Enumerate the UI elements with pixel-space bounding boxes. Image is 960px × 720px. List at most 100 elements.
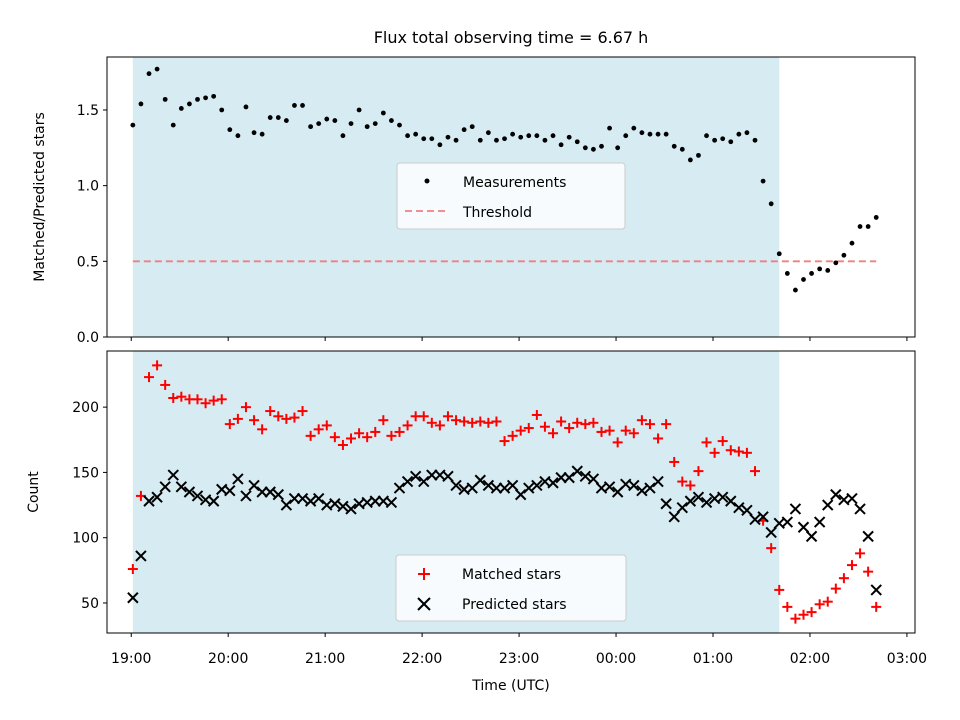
measurement-point [251,130,257,136]
predicted-star-marker-b [846,492,858,505]
matched-star-point [378,415,389,426]
predicted-star-point [741,504,753,516]
predicted-star-point [813,516,826,528]
matched-star-point [208,395,219,406]
measurement-point [227,127,233,133]
predicted-star-point [846,492,858,505]
legend-predicted-marker [417,597,431,611]
predicted-star-marker-b [603,481,616,493]
matched-star-point [475,416,486,427]
predicted-star-marker-b [628,479,640,492]
predicted-star-point [337,500,349,513]
matched-star-point [321,420,332,431]
predicted-star-point [482,479,495,492]
matched-star-point [362,432,373,443]
predicted-star-point [191,490,204,502]
measurement-point [308,124,314,130]
predicted-star-point [240,490,252,502]
predicted-star-point [644,482,656,494]
measurement-point [663,131,669,137]
predicted-star-marker-b [401,475,414,488]
measurement-point [187,101,192,107]
predicted-star-marker-b [797,521,810,533]
predicted-star-point [749,513,761,526]
matched-star-point [176,391,187,402]
predicted-star-marker-b [385,496,398,509]
predicted-star-marker-b [862,530,874,543]
predicted-star-marker-b [830,488,842,501]
matched-star-point [370,426,381,437]
predicted-star-marker-b [822,499,834,511]
matched-star-point [709,447,720,458]
measurement-point [760,178,766,184]
matched-star-point [232,413,243,424]
measurement-point [429,136,435,142]
measurement-point [195,96,200,102]
measurement-point [494,137,499,143]
top-axes-frame [106,56,916,338]
predicted-star-point [636,484,648,497]
matched-star-point [507,430,518,441]
predicted-star-marker-b [652,475,664,488]
predicted-star-point [207,495,220,507]
measurement-point [138,101,144,107]
matched-star-point [467,417,478,428]
x-tick-label: 20:00 [208,651,248,667]
top-y-tick-label: 1.5 [77,103,99,119]
matched-star-point [669,456,680,467]
matched-star-point [871,601,882,612]
predicted-star-marker-b [660,498,672,510]
predicted-star-point [393,482,406,494]
predicted-star-point [725,495,737,507]
predicted-star-point [628,479,640,492]
predicted-star-marker-b [458,483,470,496]
matched-star-point [515,425,526,436]
measurement-point [639,130,645,136]
measurement-point [704,133,709,139]
predicted-star-point [296,492,309,505]
measurement-point [219,107,225,113]
matched-star-point [434,420,445,431]
predicted-star-marker-b [393,482,406,494]
predicted-star-point [531,479,543,492]
measurement-point [469,124,475,130]
matched-star-point [717,436,728,447]
predicted-star-marker-b [264,486,276,498]
predicted-star-point [579,470,592,483]
predicted-star-marker-b [854,503,866,515]
matched-star-point [451,415,462,426]
legend-measurements-marker [424,178,430,184]
matched-star-point [782,601,793,612]
predicted-star-point [183,486,196,498]
measurement-point [558,142,564,148]
x-tick-label: 22:00 [402,651,442,667]
matched-star-point [612,437,623,448]
measurement-point [485,130,491,136]
predicted-star-point [862,530,874,543]
predicted-star-marker-b [676,501,689,514]
measurement-point [841,252,847,258]
measurement-point [380,110,386,116]
matched-star-point [160,379,171,390]
measurement-point [784,271,790,276]
predicted-star-point [781,516,794,528]
measurement-point [267,115,273,120]
measurement-point [502,136,507,142]
matched-star-point [863,566,874,577]
measurement-point [389,118,394,123]
predicted-star-point [571,465,583,477]
matched-star-point [564,423,575,434]
measurement-point [687,157,693,163]
matched-star-point [539,421,550,432]
matched-star-point [265,406,276,417]
predicted-star-marker-b [870,584,882,596]
bottom-axes-frame [106,350,916,634]
matched-star-point [240,402,251,413]
top-y-tick-label: 0.0 [77,330,99,346]
measurement-point [607,125,612,131]
matched-star-point [491,416,502,427]
predicted-star-marker-b [159,481,171,493]
predicted-star-marker-b [765,526,777,539]
measurement-point [259,131,265,137]
measurement-point [461,127,467,133]
